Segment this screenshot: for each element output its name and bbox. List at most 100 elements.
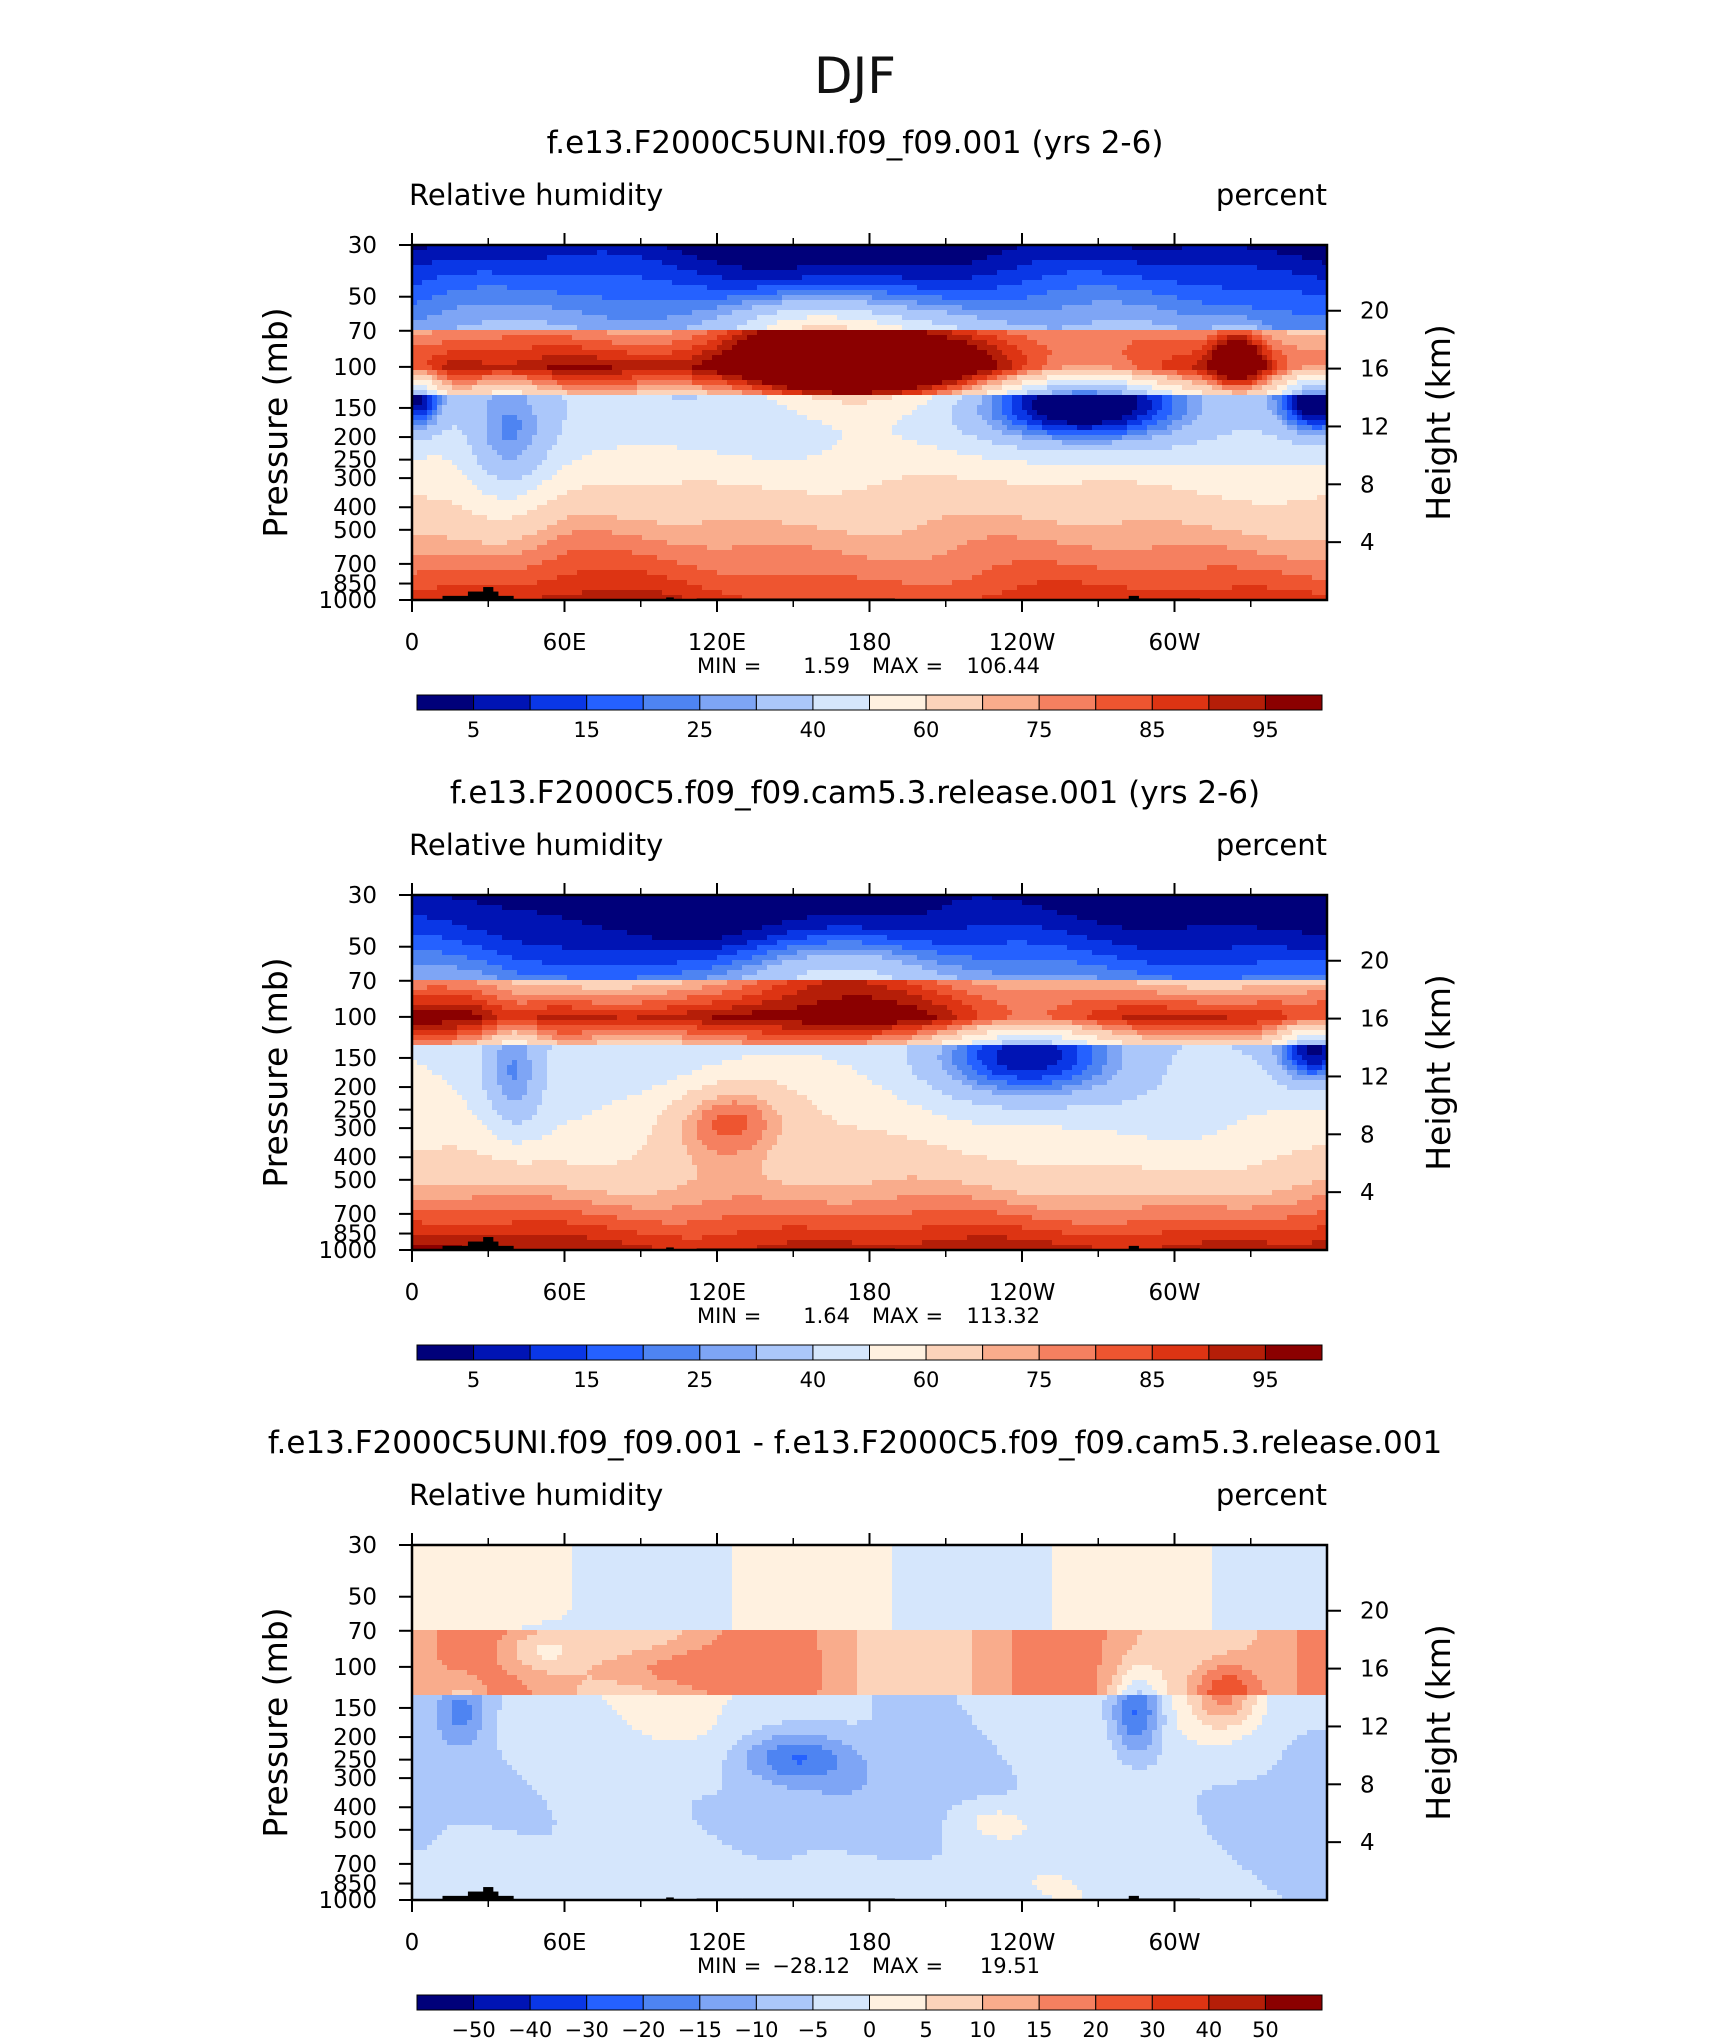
- colorbar-swatch: [416, 694, 475, 711]
- y-tick-label: 250: [333, 1098, 377, 1124]
- y2-axis-title: Height (km): [1419, 324, 1458, 521]
- y-tick-label: 30: [348, 233, 377, 259]
- y-tick-label: 250: [333, 1748, 377, 1774]
- right-label: percent: [1216, 1478, 1327, 1512]
- colorbar-swatch: [473, 1344, 531, 1361]
- y-tick-label: 700: [333, 1202, 377, 1228]
- colorbar-swatch: [925, 1994, 984, 2011]
- colorbar-label: 15: [1026, 2018, 1053, 2038]
- season-title: DJF: [814, 47, 896, 105]
- colorbar-swatch: [982, 1994, 1040, 2011]
- stats-min-value: 1.59: [803, 654, 850, 678]
- x-tick-label: 60W: [1148, 1280, 1200, 1306]
- heatmap-field: [412, 1545, 1328, 1901]
- y-tick-label: 50: [348, 1585, 377, 1611]
- panel-title: f.e13.F2000C5UNI.f09_f09.001 (yrs 2-6): [547, 125, 1164, 161]
- stats-max-value: 113.32: [967, 1304, 1040, 1328]
- x-tick-label: 60E: [543, 630, 587, 656]
- y-tick-label: 100: [333, 1655, 377, 1681]
- colorbar-label: 85: [1139, 1368, 1166, 1392]
- colorbar-swatch: [529, 694, 588, 711]
- y-axis-title: Pressure (mb): [256, 957, 295, 1187]
- colorbar-label: 15: [573, 1368, 600, 1392]
- stats-min-value: −28.12: [772, 1954, 850, 1978]
- y-tick-label: 400: [333, 1145, 377, 1171]
- colorbar-swatch: [869, 1344, 927, 1361]
- colorbar-swatch: [1038, 1344, 1097, 1361]
- y-tick-label: 250: [333, 448, 377, 474]
- colorbar-swatch: [1208, 1344, 1266, 1361]
- topography-mask: [666, 1897, 674, 1900]
- y2-tick-label: 20: [1360, 299, 1389, 325]
- colorbar-label: 0: [863, 2018, 876, 2038]
- x-tick-label: 120E: [688, 1930, 746, 1956]
- colorbar-swatch: [812, 1994, 870, 2011]
- y2-tick-label: 4: [1360, 1830, 1375, 1856]
- colorbar-swatch: [1151, 1994, 1210, 2011]
- y-tick-label: 300: [333, 1116, 377, 1142]
- left-label: Relative humidity: [409, 1478, 663, 1512]
- colorbar-label: 25: [686, 718, 713, 742]
- colorbar-label: 75: [1026, 718, 1053, 742]
- colorbar-swatch: [812, 1344, 870, 1361]
- y2-tick-label: 16: [1360, 1007, 1389, 1033]
- heatmap-field: [412, 895, 1328, 1251]
- colorbar-label: 50: [1252, 2018, 1279, 2038]
- y-tick-label: 150: [333, 1046, 377, 1072]
- right-label: percent: [1216, 828, 1327, 862]
- colorbar-label: 25: [686, 1368, 713, 1392]
- colorbar-label: 5: [467, 1368, 480, 1392]
- colorbar-swatch: [473, 1994, 531, 2011]
- colorbar-swatch: [812, 694, 870, 711]
- y2-tick-label: 8: [1360, 472, 1375, 498]
- y-tick-label: 700: [333, 552, 377, 578]
- plots-group: f.e13.F2000C5UNI.f09_f09.001 (yrs 2-6) Re…: [256, 125, 1458, 2042]
- x-tick-label: 120W: [989, 630, 1056, 656]
- y-axis-title: Pressure (mb): [256, 1607, 295, 1837]
- colorbar-swatch: [982, 694, 1040, 711]
- stats-max-label: MAX =: [872, 1954, 943, 1978]
- stats-min-label: MIN =: [697, 1304, 761, 1328]
- colorbar-swatch: [586, 694, 644, 711]
- colorbar-label: 40: [1196, 2018, 1223, 2038]
- colorbar-swatch: [755, 694, 814, 711]
- colorbar-swatch: [1264, 1344, 1323, 1361]
- colorbar-label: 40: [800, 1368, 827, 1392]
- colorbar-swatch: [869, 694, 927, 711]
- colorbar-swatch: [1208, 1994, 1266, 2011]
- colorbar-swatch: [473, 694, 531, 711]
- colorbar-swatch: [1151, 1344, 1210, 1361]
- y-tick-label: 70: [348, 1619, 377, 1645]
- colorbar-swatch: [1038, 1994, 1097, 2011]
- colorbar-swatch: [699, 1994, 757, 2011]
- left-label: Relative humidity: [409, 828, 663, 862]
- y2-tick-label: 8: [1360, 1772, 1375, 1798]
- colorbar-label: −20: [621, 2018, 665, 2038]
- colorbar-swatch: [1095, 694, 1153, 711]
- colorbar-swatch: [586, 1994, 644, 2011]
- panel-title: f.e13.F2000C5UNI.f09_f09.001 - f.e13.F20…: [268, 1425, 1442, 1461]
- y-tick-label: 1000: [318, 588, 377, 614]
- y-tick-label: 1000: [318, 1888, 377, 1914]
- y2-tick-label: 12: [1360, 1714, 1389, 1740]
- colorbar-swatch: [755, 1994, 814, 2011]
- colorbar-label: 15: [573, 718, 600, 742]
- x-tick-label: 180: [848, 1930, 892, 1956]
- colorbar-label: 95: [1252, 1368, 1279, 1392]
- y2-tick-label: 12: [1360, 1064, 1389, 1090]
- x-tick-label: 120E: [688, 630, 746, 656]
- y-tick-label: 700: [333, 1852, 377, 1878]
- stats-max-label: MAX =: [872, 654, 943, 678]
- colorbar-label: −15: [678, 2018, 722, 2038]
- y-tick-label: 400: [333, 495, 377, 521]
- colorbar-swatch: [642, 1344, 701, 1361]
- y-tick-label: 1000: [318, 1238, 377, 1264]
- y-tick-label: 850: [333, 572, 377, 598]
- colorbar-label: −50: [451, 2018, 495, 2038]
- heatmap-field: [412, 245, 1328, 601]
- colorbar-label: 75: [1026, 1368, 1053, 1392]
- x-tick-label: 60E: [543, 1930, 587, 1956]
- colorbar-swatch: [755, 1344, 814, 1361]
- y2-tick-label: 16: [1360, 1657, 1389, 1683]
- y-tick-label: 100: [333, 1005, 377, 1031]
